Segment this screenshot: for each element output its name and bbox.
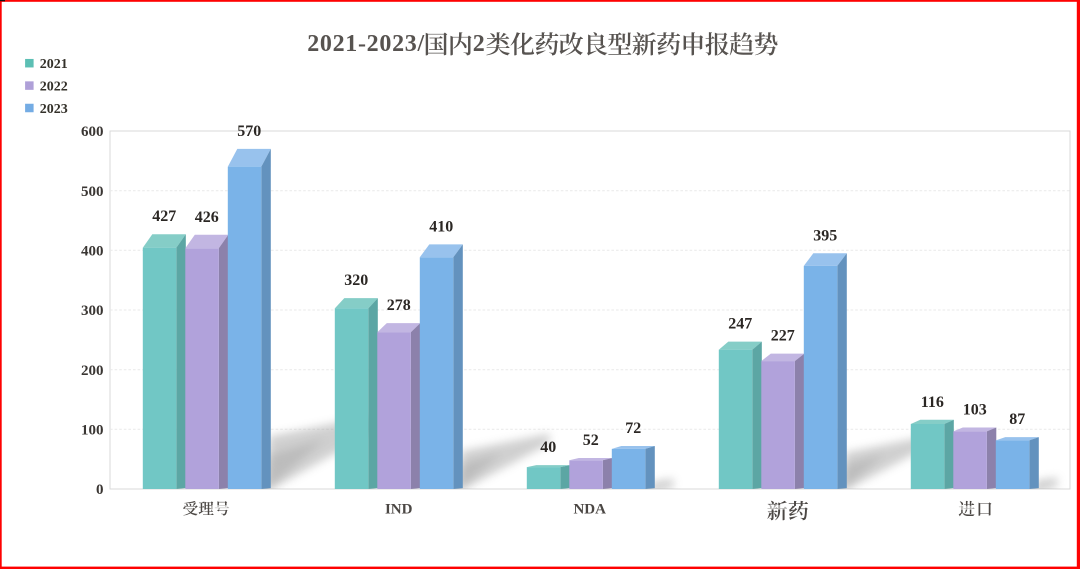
svg-text:426: 426 <box>195 209 219 226</box>
svg-text:2021: 2021 <box>40 57 68 72</box>
svg-text:570: 570 <box>237 123 261 140</box>
svg-text:300: 300 <box>81 303 104 319</box>
svg-text:2021-2023/: 2021-2023/ <box>307 31 425 57</box>
svg-text:40: 40 <box>540 439 556 456</box>
svg-text:247: 247 <box>728 316 752 333</box>
svg-text:227: 227 <box>771 328 795 345</box>
svg-text:395: 395 <box>813 227 837 244</box>
svg-text:100: 100 <box>81 422 104 438</box>
svg-text:500: 500 <box>81 184 104 200</box>
svg-text:200: 200 <box>81 363 104 379</box>
svg-text:2022: 2022 <box>40 80 68 95</box>
svg-text:2023: 2023 <box>40 102 68 117</box>
svg-text:72: 72 <box>625 420 641 437</box>
svg-text:87: 87 <box>1009 411 1025 428</box>
svg-text:116: 116 <box>921 394 944 411</box>
svg-text:320: 320 <box>344 272 368 289</box>
svg-text:400: 400 <box>81 243 104 259</box>
svg-text:427: 427 <box>152 208 176 225</box>
svg-text:410: 410 <box>429 218 453 235</box>
svg-text:600: 600 <box>81 124 104 140</box>
svg-text:IND: IND <box>385 502 413 518</box>
svg-text:103: 103 <box>963 402 987 419</box>
svg-text:NDA: NDA <box>573 502 606 518</box>
svg-text:2: 2 <box>473 31 485 57</box>
svg-text:52: 52 <box>583 432 599 449</box>
svg-text:278: 278 <box>387 297 411 314</box>
svg-text:0: 0 <box>96 482 104 498</box>
